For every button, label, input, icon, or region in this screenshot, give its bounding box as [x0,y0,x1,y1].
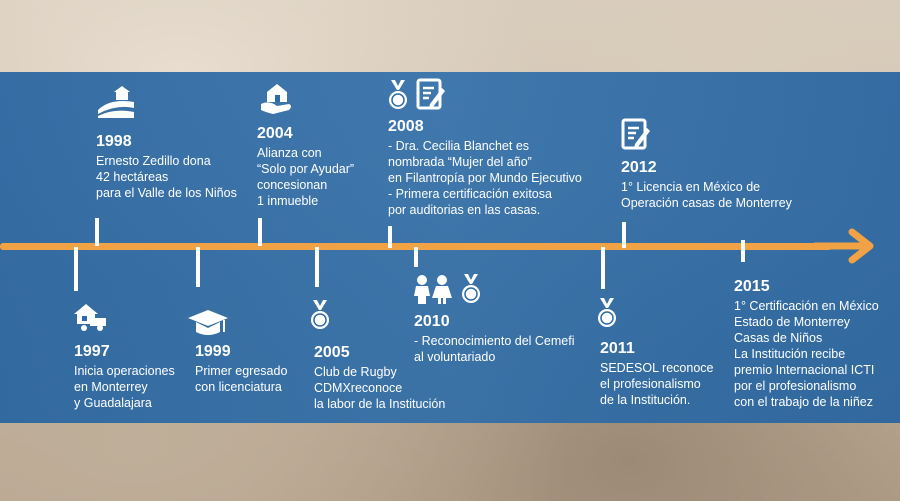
year-2010: 2010 [414,313,450,330]
medal-icon [311,300,329,329]
year-2005: 2005 [314,344,350,361]
tick-1997 [74,247,78,291]
text-2011: SEDESOL reconoce el profesionalismo de l… [600,361,714,407]
children-icon [414,275,452,304]
year-2012: 2012 [621,159,657,176]
text-2005: Club de Rugby CDMXreconoce la labor de l… [314,365,446,411]
house-truck-icon [74,304,106,331]
tick-2008 [388,226,392,248]
license-document-icon [621,118,650,150]
text-1998: Ernesto Zedillo dona 42 hectáreas para e… [96,154,237,200]
year-2004: 2004 [257,125,293,142]
year-1998: 1998 [96,133,132,150]
certificate-document-icon [416,78,445,110]
tick-2004 [258,218,262,246]
year-2011: 2011 [600,340,635,357]
timeline-axis [0,243,832,250]
text-2015: 1° Certificación en México Estado de Mon… [734,299,879,409]
text-2010: - Reconocimiento del Cemefi al voluntari… [414,334,575,364]
tick-2011 [601,247,605,289]
text-2004: Alianza con “Solo por Ayudar” concesiona… [257,146,355,208]
tick-1998 [95,218,99,246]
medal-icon [389,80,407,109]
year-1997: 1997 [74,343,110,360]
year-2008: 2008 [388,118,424,135]
text-2012: 1° Licencia en México de Operación casas… [621,180,792,210]
tick-2005 [315,247,319,287]
medal-icon [462,274,480,303]
house-hill-icon [98,86,134,118]
tick-1999 [196,247,200,287]
graduation-cap-icon [188,310,228,335]
house-hand-icon [261,84,291,114]
tick-2010 [414,247,418,267]
text-1999: Primer egresado con licenciatura [195,364,288,394]
tick-2015 [741,240,745,262]
text-1997: Inicia operaciones en Monterrey y Guadal… [74,364,175,410]
tick-2012 [622,222,626,248]
text-2008: - Dra. Cecilia Blanchet es nombrada “Muj… [388,139,582,217]
year-1999: 1999 [195,343,231,360]
medal-icon [598,298,616,327]
arrow-right-icon [814,228,874,264]
year-2015: 2015 [734,278,770,295]
